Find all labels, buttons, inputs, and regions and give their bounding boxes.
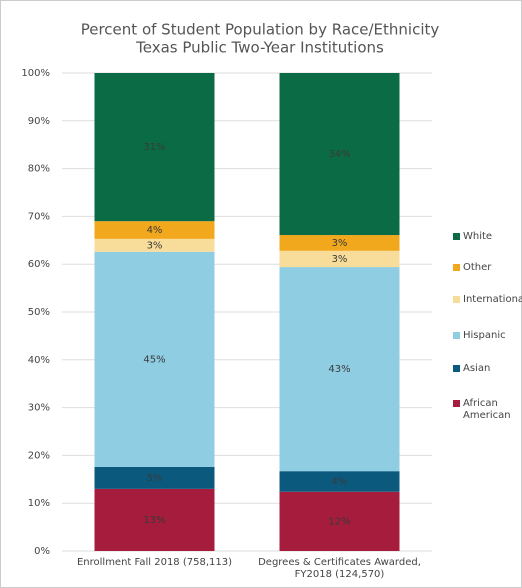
legend-swatch xyxy=(453,400,460,407)
legend-swatch xyxy=(453,365,460,372)
bar-segment xyxy=(94,251,215,467)
y-tick-label: 100% xyxy=(21,68,50,79)
y-tick-label: 40% xyxy=(28,355,50,366)
y-tick-label: 90% xyxy=(28,116,50,127)
legend-label: Asian xyxy=(463,363,491,374)
x-tick-label: Degrees & Certificates Awarded, FY2018 (… xyxy=(258,557,421,580)
data-label: 34% xyxy=(328,149,350,160)
bar-segment xyxy=(279,250,400,268)
y-tick-label: 70% xyxy=(28,211,50,222)
legend-label: White xyxy=(463,231,493,242)
data-label: 43% xyxy=(328,364,350,375)
bar-segment xyxy=(94,221,215,239)
legend-swatch xyxy=(453,264,460,271)
y-tick-label: 0% xyxy=(34,546,50,557)
bar-segment xyxy=(279,267,400,472)
data-label: 3% xyxy=(332,254,348,265)
bar-segment xyxy=(279,235,400,251)
y-tick-label: 20% xyxy=(28,450,50,461)
legend-label: Hispanic xyxy=(463,330,506,341)
data-label: 3% xyxy=(332,238,348,249)
bar-segment xyxy=(279,471,400,492)
chart-subtitle: Texas Public Two-Year Institutions xyxy=(135,39,384,57)
bar-segment xyxy=(279,491,400,551)
legend-label: Other xyxy=(463,262,492,273)
x-tick-label: Enrollment Fall 2018 (758,113) xyxy=(76,557,233,568)
data-label: 5% xyxy=(147,473,163,484)
data-label: 4% xyxy=(332,476,348,487)
bar-segment xyxy=(94,488,215,551)
data-label: 12% xyxy=(328,516,350,527)
legend-swatch xyxy=(453,296,460,303)
data-label: 3% xyxy=(147,240,163,251)
data-label: 45% xyxy=(143,354,165,365)
y-tick-label: 50% xyxy=(28,307,50,318)
bar-segment xyxy=(94,466,215,489)
y-tick-label: 80% xyxy=(28,164,50,175)
bar-segment xyxy=(94,238,215,252)
y-tick-label: 10% xyxy=(28,498,50,509)
legend-label: African American xyxy=(463,398,511,421)
data-label: 31% xyxy=(143,142,165,153)
legend-swatch xyxy=(453,233,460,240)
bar-segment xyxy=(94,73,215,222)
chart-title: Percent of Student Population by Race/Et… xyxy=(81,21,440,39)
legend-swatch xyxy=(453,332,460,339)
legend-label: International xyxy=(463,294,522,305)
bar-segment xyxy=(279,73,400,236)
data-label: 4% xyxy=(147,225,163,236)
y-tick-label: 60% xyxy=(28,259,50,270)
data-label: 13% xyxy=(143,515,165,526)
y-tick-label: 30% xyxy=(28,403,50,414)
